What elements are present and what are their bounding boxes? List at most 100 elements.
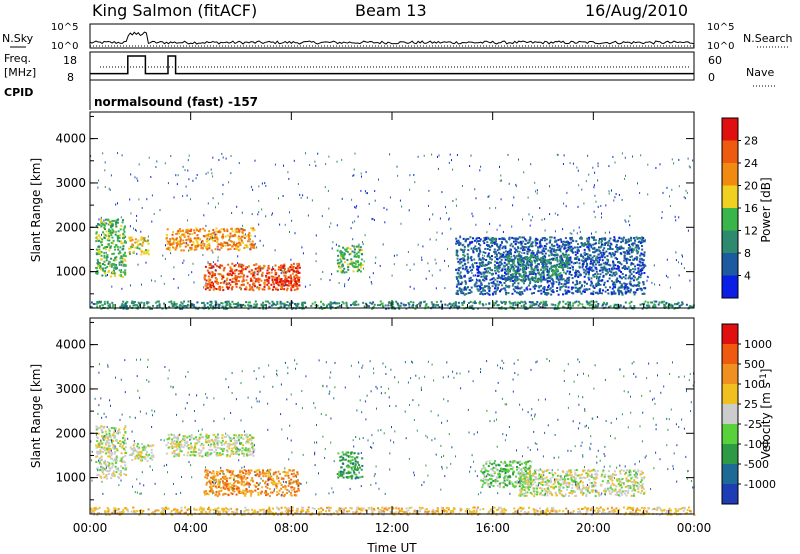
scatter-cell [435, 262, 437, 265]
scatter-cell [567, 249, 570, 251]
scatter-cell [203, 244, 206, 247]
scatter-cell [592, 166, 594, 169]
scatter-cell [647, 163, 649, 166]
scatter-cell [527, 196, 529, 199]
scatter-cell [103, 263, 106, 266]
scatter-cell [210, 236, 213, 239]
scatter-cell [196, 229, 199, 231]
scatter-cell [535, 237, 538, 240]
scatter-cell [608, 306, 610, 309]
scatter-cell [271, 214, 273, 216]
scatter-cell [544, 265, 547, 268]
scatter-cell [513, 272, 516, 275]
scatter-cell [556, 246, 559, 249]
scatter-cell [463, 288, 466, 291]
scatter-cell [616, 240, 619, 243]
scatter-cell [245, 266, 248, 269]
scatter-cell [134, 176, 136, 179]
scatter-cell [567, 259, 570, 262]
scatter-cell [483, 237, 486, 239]
scatter-cell [213, 234, 216, 237]
scatter-cell [116, 448, 119, 451]
scatter-cell [615, 193, 617, 195]
scatter-cell [143, 250, 146, 253]
scatter-cell [513, 247, 516, 250]
scatter-cell [537, 279, 540, 282]
scatter-cell [102, 247, 105, 250]
scatter-cell [211, 238, 214, 241]
scatter-cell [557, 302, 560, 305]
scatter-cell [599, 256, 601, 259]
scatter-cell [293, 282, 296, 285]
scatter-cell [201, 241, 203, 244]
scatter-cell [109, 457, 112, 460]
freq-label: Freq. [4, 52, 31, 65]
scatter-cell [477, 254, 480, 257]
scatter-cell [635, 248, 637, 251]
scatter-cell [362, 243, 364, 246]
scatter-cell [396, 254, 398, 257]
scatter-region-7 [505, 253, 571, 283]
scatter-cell [629, 245, 632, 248]
scatter-cell [575, 258, 578, 260]
scatter-cell [480, 261, 483, 264]
scatter-cell [664, 306, 667, 309]
scatter-cell [424, 305, 427, 308]
scatter-cell [128, 252, 131, 255]
scatter-cell [108, 260, 110, 263]
scatter-cell [547, 270, 550, 273]
scatter-cell [517, 267, 520, 270]
scatter-cell [509, 244, 512, 247]
scatter-cell [104, 186, 106, 188]
scatter-cell [137, 239, 140, 242]
scatter-cell [465, 293, 468, 295]
colorbar-tick-label: 8 [744, 247, 751, 260]
scatter-cell [95, 248, 98, 251]
scatter-cell [145, 251, 148, 253]
scatter-cell [568, 272, 571, 275]
scatter-cell [399, 199, 401, 202]
scatter-cell [262, 266, 265, 269]
scatter-cell [100, 300, 102, 303]
scatter-cell [543, 250, 546, 253]
scatter-cell [103, 224, 106, 227]
scatter-cell [597, 256, 599, 259]
scatter-cell [463, 255, 466, 257]
scatter-cell [283, 274, 286, 277]
scatter-cell [511, 276, 514, 279]
scatter-cell [221, 152, 223, 155]
scatter-cell [394, 307, 397, 310]
scatter-cell [465, 267, 468, 270]
scatter-cell [415, 305, 418, 307]
scatter-cell [449, 305, 452, 308]
scatter-cell [297, 183, 299, 185]
scatter-cell [217, 273, 220, 275]
scatter-cell [272, 303, 275, 306]
scatter-cell [156, 300, 159, 303]
scatter-cell [302, 252, 304, 255]
scatter-cell [296, 304, 299, 307]
scatter-cell [207, 261, 209, 263]
scatter-cell [597, 242, 600, 245]
scatter-cell [121, 242, 124, 245]
scatter-cell [311, 302, 314, 305]
scatter-cell [618, 194, 620, 196]
scatter-cell [315, 234, 317, 237]
scatter-cell [114, 307, 116, 310]
scatter-cell [119, 273, 122, 276]
scatter-cell [486, 248, 489, 250]
scatter-cell [215, 278, 218, 281]
scatter-cell [123, 473, 126, 475]
scatter-cell [210, 237, 212, 240]
scatter-cell [168, 305, 171, 308]
scatter-cell [566, 282, 569, 284]
scatter-cell [189, 239, 192, 242]
scatter-cell [95, 240, 98, 243]
scatter-cell [261, 208, 263, 211]
scatter-cell [500, 288, 502, 291]
scatter-cell [511, 225, 513, 228]
scatter-cell [609, 237, 612, 240]
scatter-cell [603, 265, 606, 268]
scatter-cell [497, 246, 500, 249]
scatter-cell [188, 274, 190, 277]
